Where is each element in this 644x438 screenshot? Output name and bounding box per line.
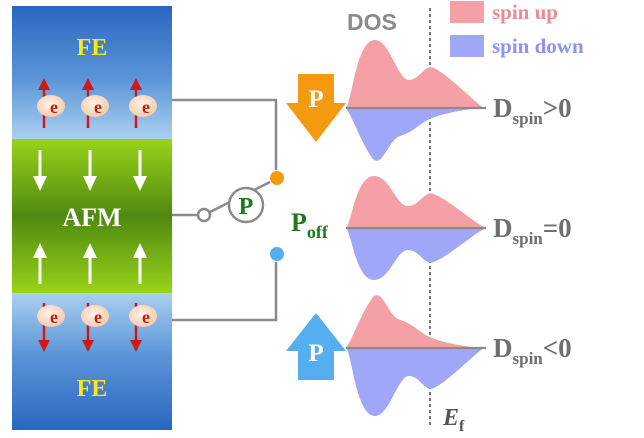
electron-icon xyxy=(129,95,157,117)
electron-label: e xyxy=(142,97,150,117)
dos-row-top: Dspin>0 xyxy=(346,40,572,161)
dspin-label: Dspin=0 xyxy=(493,213,572,248)
legend-label-spin-up: spin up xyxy=(492,0,558,24)
afm-down-arrow xyxy=(83,150,97,191)
layer-stack: FE AFM FE e e e xyxy=(12,6,172,430)
afm-up-arrow xyxy=(33,243,47,284)
switch-contact-top-icon[interactable] xyxy=(270,171,284,185)
legend: spin up spin down xyxy=(450,0,584,58)
fe-top-spins: e e e xyxy=(37,78,157,128)
afm-down-arrow xyxy=(133,150,147,191)
electron-label: e xyxy=(142,307,150,327)
dos-spin-up-curve xyxy=(346,176,486,228)
polarization-down-arrow: P xyxy=(286,74,346,142)
dos-title: DOS xyxy=(347,9,397,35)
electron-icon xyxy=(129,305,157,327)
polarization-switch-icon[interactable] xyxy=(227,186,265,224)
afm-spins xyxy=(33,150,147,284)
legend-label-spin-down: spin down xyxy=(492,34,584,58)
electron-label: e xyxy=(94,97,102,117)
afm-label: AFM xyxy=(62,203,121,232)
dos-row-bottom: Dspin<0 xyxy=(346,295,572,416)
electron-icon xyxy=(81,305,109,327)
switch-symbol: P xyxy=(239,194,254,220)
fe-top-label: FE xyxy=(77,35,108,61)
bottom-wire xyxy=(172,262,278,322)
fermi-level-label: Ef xyxy=(442,405,465,435)
dos-spin-up-curve xyxy=(346,295,484,348)
electron-label: e xyxy=(50,97,58,117)
dos-spin-up-curve xyxy=(346,40,484,108)
electron-icon xyxy=(81,95,109,117)
top-wire xyxy=(172,98,278,170)
fe-top-layer xyxy=(12,6,172,139)
dos-row-middle: Dspin=0 xyxy=(346,176,572,280)
dspin-label: Dspin<0 xyxy=(493,333,572,368)
fe-bottom-spins: e e e xyxy=(37,303,157,352)
switch-pivot-icon xyxy=(196,207,212,223)
afm-down-arrow xyxy=(33,150,47,191)
dos-spin-down-curve xyxy=(346,108,484,161)
electron-label: e xyxy=(94,307,102,327)
afm-up-arrow xyxy=(133,243,147,284)
p-off-label: Poff xyxy=(291,208,329,242)
dos-spin-down-curve xyxy=(346,348,484,416)
polarization-down-label: P xyxy=(308,86,323,113)
polarization-up-label: P xyxy=(308,340,323,367)
electron-icon xyxy=(37,305,65,327)
polarization-up-arrow: P xyxy=(286,313,346,380)
dos-spin-down-curve xyxy=(346,228,486,280)
fe-bottom-label: FE xyxy=(77,376,108,402)
dspin-label: Dspin>0 xyxy=(493,93,572,128)
electron-label: e xyxy=(50,307,58,327)
switch-contact-bottom-icon[interactable] xyxy=(270,247,284,261)
legend-swatch-spin-down xyxy=(450,35,484,57)
afm-up-arrow xyxy=(83,243,97,284)
legend-swatch-spin-up xyxy=(450,1,484,23)
electron-icon xyxy=(37,95,65,117)
